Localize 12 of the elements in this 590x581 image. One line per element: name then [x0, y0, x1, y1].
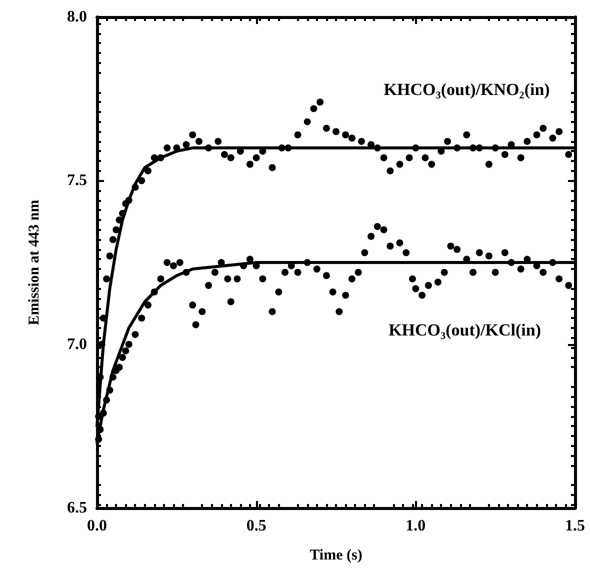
y-tick-label: 6.5: [67, 500, 87, 516]
y-tick-label: 7.0: [67, 336, 87, 353]
x-tick-label: 0.0: [87, 518, 107, 534]
x-tick-label: 0.5: [246, 518, 266, 534]
legend-label: KHCO₃(out)/KNO₂(in): [384, 80, 550, 99]
x-tick-label: 1.0: [406, 518, 426, 534]
x-axis-title: Time (s): [310, 548, 362, 564]
y-tick-label: 7.5: [67, 172, 87, 190]
y-axis-title: Emission at 443 nm: [26, 199, 42, 326]
x-tick-label: 1.5: [565, 518, 585, 534]
legend-label: KHCO₃(out)/KCl(in): [388, 320, 542, 340]
y-tick-label: 8.0: [67, 8, 87, 26]
